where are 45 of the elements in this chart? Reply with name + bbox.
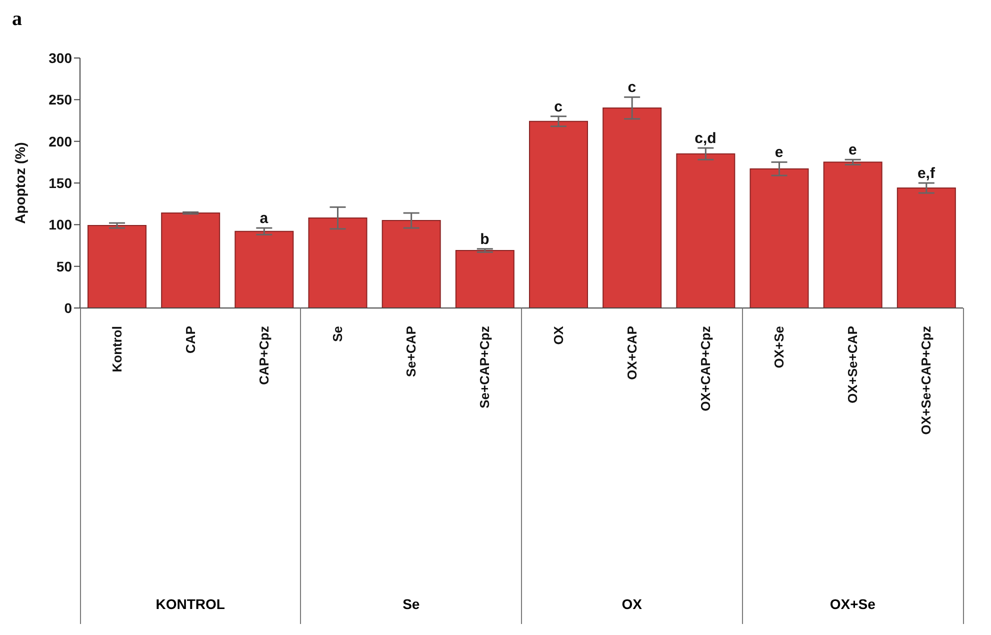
bar: [382, 220, 441, 308]
annotation: e: [774, 144, 784, 162]
y-tick-label: 50: [56, 258, 72, 274]
bar: [823, 162, 882, 308]
x-tick-label: OX+Se: [772, 326, 787, 368]
x-tick-label: OX+Se+CAP: [845, 326, 860, 404]
x-tick-label: Kontrol: [109, 326, 124, 372]
bar: [896, 188, 956, 308]
y-tick-label: 200: [48, 133, 72, 150]
annotation: a: [260, 210, 269, 227]
bar: [602, 108, 662, 308]
annotation: e: [848, 142, 857, 159]
y-tick-label: 0: [64, 300, 72, 316]
y-axis-title: Apoptoz (%): [12, 142, 28, 224]
bar: [308, 218, 368, 308]
y-tick-label: 100: [48, 216, 72, 233]
x-tick-label: CAP: [182, 326, 198, 354]
bar: [455, 250, 514, 308]
x-tick-label: Se+CAP: [404, 326, 419, 377]
x-tick-label: Se+CAP+Cpz: [477, 326, 492, 408]
y-tick-label: 150: [48, 174, 72, 191]
annotation: c,d: [694, 130, 716, 147]
annotation: c: [554, 98, 562, 116]
text: Se: [402, 596, 421, 612]
x-tick-label: OX+CAP: [624, 326, 640, 380]
text: OX: [620, 596, 643, 612]
bar: [750, 168, 809, 308]
x-tick-label: Se: [330, 326, 346, 342]
x-tick-label: OX+CAP+Cpz: [698, 326, 713, 412]
x-tick-label: OX+Se+CAP+Cpz: [918, 326, 934, 435]
text: KONTROL: [154, 596, 226, 612]
x-tick-label: OX: [550, 326, 566, 345]
y-tick-label: 250: [48, 92, 72, 108]
annotation: e,f: [917, 165, 936, 182]
bar: [676, 153, 736, 308]
annotation: b: [480, 230, 490, 248]
chart-title: a: [12, 8, 22, 31]
bar: [529, 120, 588, 308]
annotation: c: [628, 79, 636, 96]
bar: [234, 230, 294, 308]
x-tick-label: CAP+Cpz: [256, 326, 272, 385]
bar: [88, 225, 146, 308]
y-tick-label: 300: [48, 50, 72, 66]
text: OX+Se: [828, 596, 876, 612]
bar: [161, 212, 220, 308]
